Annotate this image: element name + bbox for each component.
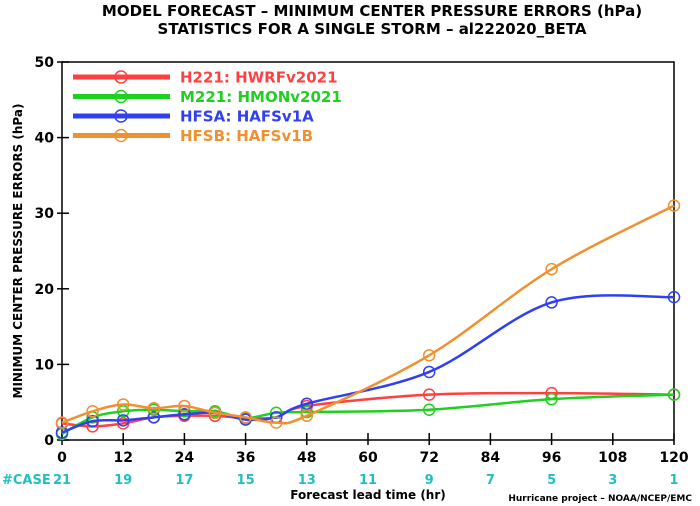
x-tick-label: 48 [297, 450, 316, 466]
data-point [422, 349, 436, 362]
case-count: 5 [547, 473, 556, 488]
data-point [300, 409, 314, 423]
y-tick-label: 0 [44, 433, 54, 449]
legend-marker [114, 89, 128, 104]
case-counts: 21 19 17 15 13 11 9 7 5 3 1 [53, 473, 679, 488]
data-point [545, 296, 558, 309]
legend-marker [114, 128, 128, 143]
y-tick-label: 20 [35, 282, 55, 298]
y-axis-label: MINIMUM CENTER PRESSURE ERRORS (hPa) [11, 104, 25, 399]
case-count: 17 [175, 473, 193, 488]
data-point [55, 416, 69, 429]
case-count: 3 [608, 473, 617, 488]
data-point [86, 405, 99, 418]
data-point [86, 414, 99, 428]
data-point [667, 199, 681, 212]
legend-marker [114, 109, 128, 123]
case-count: 15 [237, 473, 255, 488]
case-count: 21 [53, 473, 71, 488]
x-tick-label: 84 [481, 450, 501, 466]
case-count: 19 [114, 473, 132, 488]
data-point [178, 399, 191, 413]
data-point [147, 411, 161, 424]
x-axis-ticks: 0 12 24 36 48 60 72 84 96 108 120 [57, 433, 689, 466]
case-count: 13 [298, 473, 316, 488]
data-point [422, 388, 436, 401]
data-point [269, 416, 283, 429]
data-point [116, 398, 130, 411]
data-point [147, 401, 161, 415]
x-tick-label: 12 [113, 450, 132, 466]
series-4 [55, 199, 681, 429]
data-point [55, 426, 69, 439]
x-tick-label: 72 [419, 450, 438, 466]
data-point [667, 290, 681, 304]
legend-label: M221: HMONv2021 [180, 88, 342, 106]
y-tick-label: 10 [35, 357, 55, 373]
case-count: 9 [425, 473, 434, 488]
y-tick-label: 50 [35, 55, 55, 71]
legend-label: HFSB: HAFSv1B [180, 127, 313, 145]
data-point [545, 262, 558, 276]
case-count: 7 [486, 473, 495, 488]
legend-label: HFSA: HAFSv1A [180, 108, 314, 126]
chart-subtitle: STATISTICS FOR A SINGLE STORM – al222020… [158, 20, 587, 38]
series-layer [55, 199, 681, 441]
data-point [239, 411, 252, 424]
y-tick-label: 30 [35, 206, 55, 222]
data-point [667, 388, 681, 401]
x-tick-label: 36 [236, 450, 255, 466]
data-point [422, 403, 436, 417]
data-point [116, 417, 130, 430]
chart-title: MODEL FORECAST – MINIMUM CENTER PRESSURE… [102, 2, 642, 20]
series-line [61, 204, 675, 425]
credit-text: Hurricane project – NOAA/NCEP/EMC [508, 494, 692, 504]
legend-marker [114, 70, 128, 84]
data-point [116, 414, 130, 427]
y-tick-label: 40 [35, 131, 55, 147]
series-line [61, 294, 675, 434]
data-point [300, 397, 314, 410]
series-3 [55, 290, 681, 439]
case-count: 11 [359, 473, 377, 488]
x-tick-label: 120 [659, 450, 688, 466]
legend-label: H221: HWRFv2021 [180, 69, 338, 87]
x-axis-label: Forecast lead time (hr) [290, 488, 446, 502]
data-point [208, 406, 222, 420]
data-point [178, 408, 191, 421]
x-tick-label: 96 [542, 450, 561, 466]
x-tick-label: 108 [598, 450, 627, 466]
x-tick-label: 24 [175, 450, 195, 466]
y-axis-ticks: 0 10 20 30 40 50 [35, 55, 69, 449]
data-point [422, 365, 436, 379]
x-tick-label: 0 [57, 450, 67, 466]
x-tick-label: 60 [358, 450, 378, 466]
data-point [545, 392, 558, 406]
case-label: #CASE [2, 473, 51, 488]
case-count: 1 [669, 473, 678, 488]
data-point [116, 405, 130, 418]
